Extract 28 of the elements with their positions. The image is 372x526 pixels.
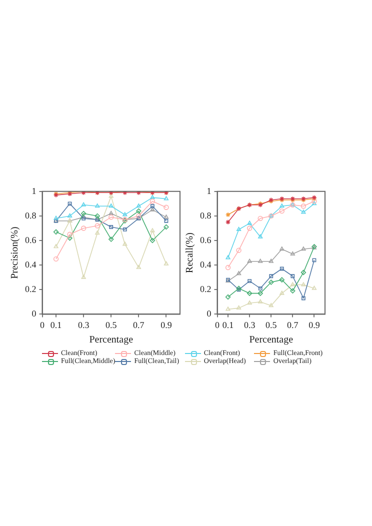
x-axis-title: Percentage [89,334,134,346]
x-tick-label: 0.3 [244,320,256,330]
x-tick-label: 0 [215,320,220,330]
y-tick-label: 0.2 [25,284,36,294]
x-tick-label: 0.9 [160,320,172,330]
y-tick-label: 0 [206,308,212,319]
y-tick-label: 0.2 [200,284,212,294]
x-tick-label: 0.1 [222,320,234,330]
y-axis-title: Precision(%) [10,226,21,279]
y-tick-label: 0.4 [25,259,37,270]
y-tick-label: 0.8 [25,210,37,220]
y-axis-title: Recall(%) [184,232,196,274]
x-tick-label: 0.5 [106,320,118,330]
y-tick-label: 0.6 [200,234,212,245]
y-tick-label: 0.8 [200,210,212,220]
y-tick-label: 1 [206,186,212,196]
y-tick-label: 1 [32,186,36,196]
x-tick-label: 0 [40,320,45,330]
y-tick-label: 0.4 [200,259,212,270]
x-tick-label: 0.5 [266,320,278,330]
x-tick-label: 0.7 [133,320,145,330]
y-tick-label: 0 [32,308,37,319]
y-tick-label: 0.6 [25,234,37,245]
x-tick-label: 0.3 [78,320,90,330]
x-axis-title: Percentage [249,334,294,346]
x-tick-label: 0.7 [287,320,299,330]
x-tick-label: 0.1 [50,320,62,330]
x-tick-label: 0.9 [308,320,320,330]
